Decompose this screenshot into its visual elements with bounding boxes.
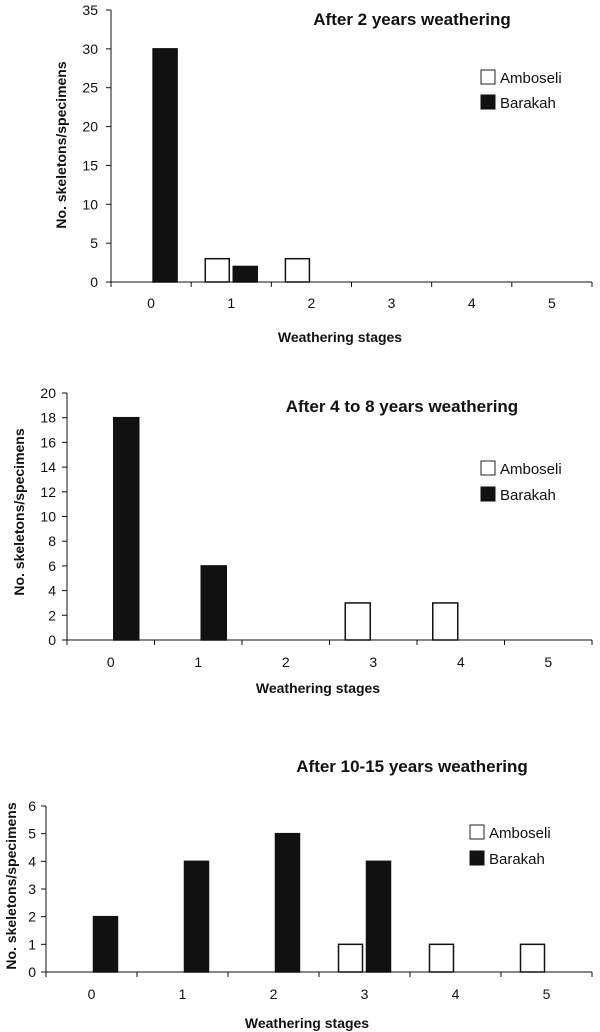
x-tick-label: 2 (270, 986, 278, 1002)
chart-1-plot: 0 5 10 15 20 25 30 35 0 1 2 3 4 5 (82, 2, 593, 311)
chart-3-xlabel: Weathering stages (245, 1015, 369, 1031)
chart-3-legend-swatch-amboseli (469, 824, 485, 840)
y-tick-label: 16 (40, 434, 56, 450)
chart-3-plot: 0 1 2 3 4 5 6 0 1 2 3 4 5 (28, 798, 593, 1002)
bar-barakah-stage-1 (200, 565, 227, 641)
y-tick-label: 0 (48, 632, 56, 648)
x-tick-label: 4 (468, 295, 476, 311)
x-tick-label: 1 (227, 295, 235, 311)
chart-3-legend-label-barakah: Barakah (489, 851, 545, 868)
x-tick-label: 0 (147, 295, 155, 311)
y-tick-label: 15 (82, 157, 98, 173)
y-tick-label: 35 (82, 2, 98, 18)
x-tick-label: 3 (369, 654, 377, 670)
chart-1-legend: Amboseli Barakah (480, 69, 562, 112)
y-tick-label: 6 (28, 798, 36, 814)
bar-amboseli-stage-2 (284, 257, 311, 283)
chart-3: After 10-15 years weathering No. skeleto… (3, 757, 593, 1031)
x-tick-label: 1 (194, 654, 202, 670)
bar-amboseli-stage-3 (344, 602, 371, 641)
y-tick-label: 1 (28, 936, 36, 952)
y-tick-label: 25 (82, 80, 98, 96)
bar-amboseli-stage-3 (337, 943, 364, 973)
y-tick-label: 12 (40, 484, 56, 500)
chart-2-legend-swatch-barakah (480, 486, 496, 502)
chart-2-legend-label-barakah: Barakah (500, 487, 556, 504)
y-tick-label: 5 (28, 826, 36, 842)
chart-2-title: After 4 to 8 years weathering (286, 397, 518, 416)
chart-3-ylabel: No. skeletons/specimens (3, 802, 19, 970)
x-tick-label: 3 (388, 295, 396, 311)
bar-amboseli-stage-1 (204, 257, 230, 283)
chart-3-legend: Amboseli Barakah (469, 824, 551, 868)
chart-2-xlabel: Weathering stages (256, 680, 380, 696)
chart-1-legend-label-barakah: Barakah (500, 95, 556, 112)
y-tick-label: 2 (28, 909, 36, 925)
chart-3-title: After 10-15 years weathering (296, 757, 528, 776)
x-tick-label: 5 (543, 986, 551, 1002)
chart-2-ylabel: No. skeletons/specimens (11, 428, 27, 596)
y-tick-label: 2 (48, 607, 56, 623)
bar-amboseli-stage-4 (432, 602, 459, 641)
bar-barakah-stage-0 (152, 48, 178, 283)
x-tick-label: 4 (457, 654, 465, 670)
x-tick-label: 5 (544, 654, 552, 670)
y-tick-label: 4 (48, 583, 56, 599)
chart-2-legend-label-amboseli: Amboseli (500, 461, 562, 478)
bar-barakah-stage-0 (92, 915, 119, 973)
x-tick-label: 0 (107, 654, 115, 670)
bar-amboseli-stage-4 (428, 943, 455, 973)
y-tick-label: 0 (90, 274, 98, 290)
x-tick-label: 4 (452, 986, 460, 1002)
y-tick-label: 14 (40, 459, 56, 475)
y-tick-label: 0 (28, 964, 36, 980)
y-tick-label: 8 (48, 533, 56, 549)
y-tick-label: 20 (40, 385, 56, 401)
y-tick-label: 30 (82, 41, 98, 57)
bar-barakah-stage-1 (232, 265, 258, 283)
chart-3-legend-label-amboseli: Amboseli (489, 825, 551, 842)
bar-barakah-stage-1 (183, 860, 210, 973)
bar-barakah-stage-2 (274, 832, 301, 973)
chart-1-xlabel: Weathering stages (278, 329, 402, 345)
y-tick-label: 3 (28, 881, 36, 897)
chart-1-title: After 2 years weathering (313, 10, 510, 29)
y-tick-label: 6 (48, 558, 56, 574)
y-tick-label: 10 (40, 509, 56, 525)
y-tick-label: 20 (82, 119, 98, 135)
bar-amboseli-stage-5 (519, 943, 546, 973)
x-tick-label: 3 (361, 986, 369, 1002)
x-tick-label: 1 (179, 986, 187, 1002)
chart-1-legend-label-amboseli: Amboseli (500, 70, 562, 87)
x-tick-label: 5 (548, 295, 556, 311)
y-tick-label: 18 (40, 410, 56, 426)
y-tick-label: 4 (28, 853, 36, 869)
chart-2-legend-swatch-amboseli (480, 460, 496, 476)
chart-3-legend-swatch-barakah (469, 850, 485, 866)
chart-1-ylabel: No. skeletons/specimens (53, 61, 69, 229)
y-tick-label: 5 (90, 235, 98, 251)
x-tick-label: 2 (282, 654, 290, 670)
x-tick-label: 2 (308, 295, 316, 311)
chart-1: After 2 years weathering No. skeletons/s… (53, 2, 593, 345)
bar-barakah-stage-0 (113, 416, 140, 641)
chart-2: After 4 to 8 years weathering No. skelet… (11, 385, 593, 696)
y-tick-label: 10 (82, 196, 98, 212)
chart-1-legend-swatch-amboseli (480, 69, 496, 85)
chart-1-legend-swatch-barakah (480, 94, 496, 110)
bar-barakah-stage-3 (365, 860, 392, 973)
chart-2-legend: Amboseli Barakah (480, 460, 562, 504)
x-tick-label: 0 (88, 986, 96, 1002)
